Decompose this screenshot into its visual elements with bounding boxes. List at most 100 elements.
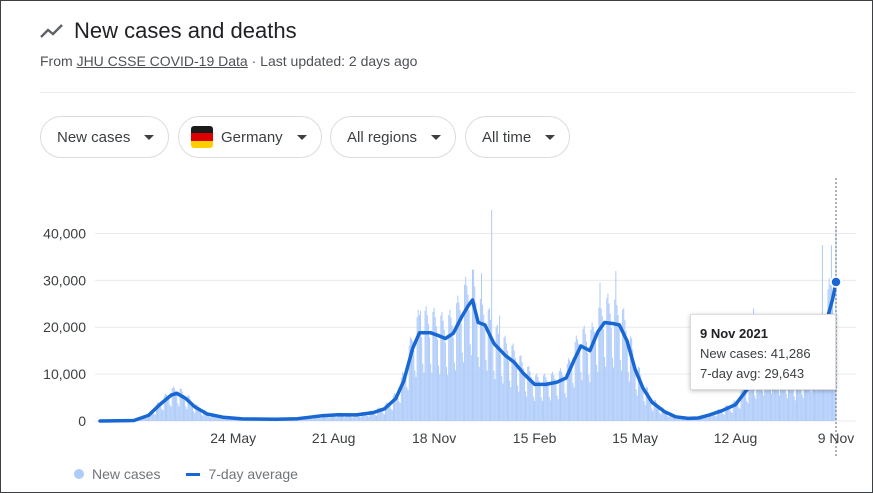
case-bar [304, 419, 306, 421]
case-bar [410, 338, 413, 421]
case-bar [493, 370, 495, 421]
case-bar [150, 411, 152, 421]
case-bar [578, 343, 580, 421]
case-bar [469, 344, 471, 421]
case-bar [396, 393, 398, 421]
case-bar [319, 417, 321, 421]
case-bar [152, 411, 154, 421]
x-tick-label: 24 May [210, 430, 256, 446]
case-bar [654, 399, 656, 421]
case-bar [185, 406, 187, 421]
header: New cases and deaths [40, 18, 297, 44]
case-bar [431, 372, 433, 421]
time-dropdown[interactable]: All time [465, 116, 571, 158]
case-bar [464, 284, 466, 421]
case-bar [468, 310, 470, 421]
legend-dot [74, 469, 84, 479]
case-bar [661, 407, 663, 421]
case-bar [625, 330, 627, 421]
case-bar [757, 366, 759, 421]
case-bar [539, 386, 541, 421]
country-dropdown[interactable]: Germany [178, 116, 322, 158]
case-bar [350, 415, 352, 421]
case-bar [448, 315, 450, 421]
case-bar [473, 269, 475, 421]
case-bar [738, 407, 740, 421]
legend-item-average[interactable]: 7-day average [186, 466, 298, 482]
case-bar [666, 413, 668, 421]
case-bar [626, 345, 628, 421]
case-bar [683, 418, 685, 421]
case-bar [762, 391, 764, 421]
case-bar [663, 409, 665, 421]
case-bar [733, 400, 735, 421]
case-bar [613, 367, 615, 421]
case-bar [207, 414, 209, 421]
case-bar [643, 400, 645, 421]
case-bar [352, 417, 354, 421]
case-bar [395, 393, 397, 421]
case-bar [398, 401, 400, 421]
caret-down-icon [144, 134, 155, 140]
case-bar [176, 394, 178, 421]
case-bar [553, 375, 555, 421]
case-bar [662, 407, 664, 421]
case-bar [452, 337, 454, 421]
case-bar [449, 309, 451, 421]
case-bar [802, 398, 804, 421]
case-bar [167, 395, 169, 421]
source-link[interactable]: JHU CSSE COVID-19 Data [76, 53, 248, 69]
case-bar [763, 395, 765, 421]
case-bar [607, 293, 609, 421]
case-bar [157, 402, 159, 421]
case-bar [433, 307, 435, 421]
legend-item-new-cases[interactable]: New cases [74, 466, 160, 482]
case-bar [652, 411, 654, 421]
case-bar [450, 317, 452, 421]
case-bar [317, 415, 319, 421]
case-bar [418, 315, 420, 421]
region-dropdown[interactable]: All regions [330, 116, 457, 158]
case-bar [604, 356, 606, 421]
case-bar [381, 410, 383, 421]
case-bar [451, 325, 453, 421]
case-bar [190, 402, 192, 421]
case-bar [214, 415, 216, 421]
case-bar [797, 371, 799, 421]
metric-dropdown[interactable]: New cases [40, 116, 170, 158]
case-bar [484, 329, 486, 421]
case-bar [713, 413, 715, 421]
y-tick-label: 30,000 [43, 272, 86, 288]
case-bar [170, 406, 172, 421]
case-bar [353, 413, 355, 421]
case-bar [624, 319, 626, 421]
caret-down-icon [296, 134, 307, 140]
case-bar [461, 352, 463, 421]
case-bar [500, 354, 502, 421]
case-bar [420, 310, 422, 421]
case-bar [670, 412, 672, 421]
case-bar [487, 309, 489, 421]
case-bar [555, 384, 557, 421]
case-bar [385, 404, 387, 421]
case-bar [386, 402, 388, 421]
case-bar [594, 341, 597, 421]
case-bar [203, 409, 205, 421]
case-bar [759, 372, 761, 421]
case-bar [769, 388, 771, 421]
case-bar [766, 363, 768, 421]
case-bar [462, 362, 464, 421]
case-bar [776, 375, 778, 421]
case-bar [793, 396, 795, 421]
case-bar [660, 414, 662, 421]
case-bar [659, 412, 661, 421]
case-bar [803, 368, 805, 421]
case-bar [746, 400, 748, 421]
case-bar [370, 410, 372, 421]
tooltip-average: 7-day avg: 29,643 [700, 366, 805, 381]
case-bar [745, 392, 747, 421]
case-bar [710, 412, 712, 421]
case-bar [730, 411, 732, 421]
case-bar [517, 385, 519, 421]
x-tick-label: 21 Aug [312, 430, 356, 446]
